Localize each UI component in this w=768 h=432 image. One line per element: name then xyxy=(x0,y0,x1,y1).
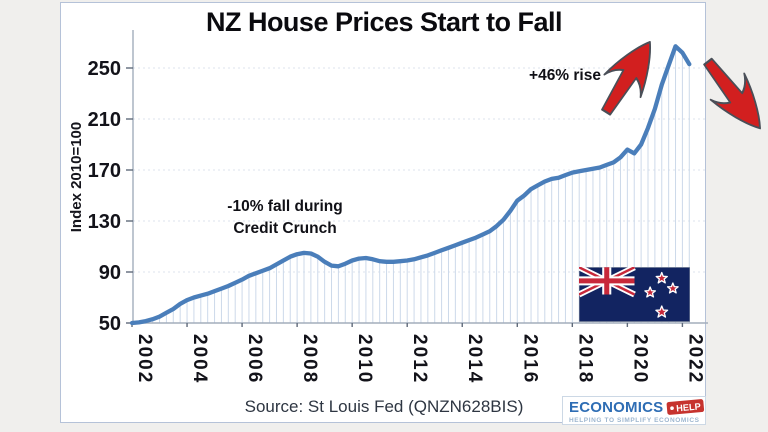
up-arrow-shape xyxy=(601,40,652,116)
down-arrow-shape xyxy=(703,57,761,130)
x-tick-label: 2012 xyxy=(409,334,430,384)
x-tick-label: 2016 xyxy=(519,334,540,384)
x-tick-label: 2002 xyxy=(134,334,155,384)
y-tick-label: 130 xyxy=(88,211,121,233)
svg-text:HELP: HELP xyxy=(676,401,701,413)
credit-crunch-annotation-line2: Credit Crunch xyxy=(233,220,337,237)
southern-cross-stars xyxy=(644,271,679,318)
x-tick-label: 2004 xyxy=(189,334,210,384)
chart-card xyxy=(60,2,706,423)
y-tick-label: 210 xyxy=(88,109,121,131)
y-axis-title: Index 2010=100 xyxy=(68,121,85,233)
rise-annotation: +46% rise xyxy=(529,67,601,84)
x-tick-label: 2010 xyxy=(354,334,375,384)
union-jack-canton xyxy=(579,267,636,298)
nz-flag-icon xyxy=(579,267,690,322)
logo-tagline: HELPING TO SIMPLIFY ECONOMICS xyxy=(569,416,700,424)
x-tick-label: 2014 xyxy=(464,334,485,384)
logo-brand-text: ECONOMICS xyxy=(569,398,664,416)
y-tick-label: 170 xyxy=(88,160,121,182)
source-caption: Source: St Louis Fed (QNZN628BIS) xyxy=(244,397,524,416)
credit-crunch-annotation: -10% fall during Credit Crunch xyxy=(195,196,375,240)
x-tick-label: 2006 xyxy=(244,334,265,384)
x-tick-label: 2018 xyxy=(574,334,595,384)
down-arrow-icon xyxy=(690,47,768,143)
x-tick-label: 2020 xyxy=(629,334,650,384)
credit-crunch-annotation-line1: -10% fall during xyxy=(227,198,343,215)
chart-title: NZ House Prices Start to Fall xyxy=(205,7,563,37)
x-tick-label: 2008 xyxy=(299,334,320,384)
economics-help-logo: ECONOMICS HELP HELPING TO SIMPLIFY ECONO… xyxy=(562,396,706,425)
y-tick-label: 250 xyxy=(88,58,121,80)
logo-help-tag: HELP xyxy=(666,399,705,415)
x-tick-label: 2022 xyxy=(684,334,705,384)
price-line xyxy=(129,44,692,326)
y-tick-label: 50 xyxy=(99,313,121,335)
y-tick-label: 90 xyxy=(99,262,121,284)
up-arrow-icon xyxy=(587,29,670,125)
